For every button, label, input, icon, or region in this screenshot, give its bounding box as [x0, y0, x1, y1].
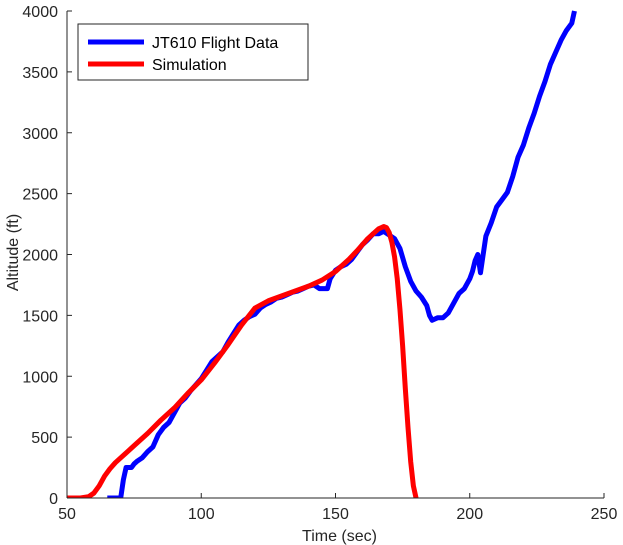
legend-label-simulation: Simulation: [152, 57, 227, 74]
y-tick-label: 2500: [22, 187, 58, 204]
y-tick-label: 500: [31, 430, 58, 447]
y-tick-label: 4000: [22, 4, 58, 21]
y-tick-label: 3000: [22, 126, 58, 143]
x-tick-label: 150: [322, 506, 349, 523]
x-tick-label: 50: [58, 506, 76, 523]
legend-label-flight-data: JT610 Flight Data: [152, 35, 278, 52]
y-tick-label: 3500: [22, 65, 58, 82]
legend-box: [77, 23, 309, 81]
x-axis-label: Time (sec): [302, 528, 377, 545]
axes-layer: 50 100 150 200 25005001000150020002500300035…: [5, 4, 617, 545]
x-tick-label: 100: [188, 506, 215, 523]
series-layer: [67, 10, 577, 498]
y-tick-label: 0: [49, 491, 58, 508]
series-line-simulation: [67, 224, 419, 498]
x-tick-label: 250: [591, 506, 618, 523]
y-tick-label: 1000: [22, 369, 58, 386]
x-tick-label: 200: [456, 506, 483, 523]
series-line-flight-data: [107, 10, 577, 498]
y-tick-label: 2000: [22, 248, 58, 265]
y-axis-label: Altitude (ft): [5, 214, 22, 291]
legend: JT610 Flight Data Simulation: [77, 23, 309, 81]
y-tick-label: 1500: [22, 308, 58, 325]
